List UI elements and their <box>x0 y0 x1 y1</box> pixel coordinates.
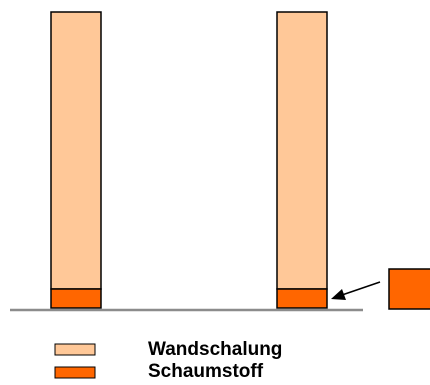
foam-detail-block <box>388 268 430 310</box>
left-foam-strip <box>50 288 102 309</box>
legend-swatch-foam <box>54 366 96 379</box>
left-formwork-panel <box>50 11 102 290</box>
legend-swatch-formwork <box>54 343 96 356</box>
legend-label-foam: Schaumstoff <box>148 361 264 382</box>
pointer-arrow-shaft <box>341 281 381 296</box>
legend-label-formwork: Wandschalung <box>148 339 283 360</box>
right-formwork-panel <box>276 11 328 290</box>
pointer-arrow-head <box>331 289 346 300</box>
right-foam-strip <box>276 288 328 309</box>
